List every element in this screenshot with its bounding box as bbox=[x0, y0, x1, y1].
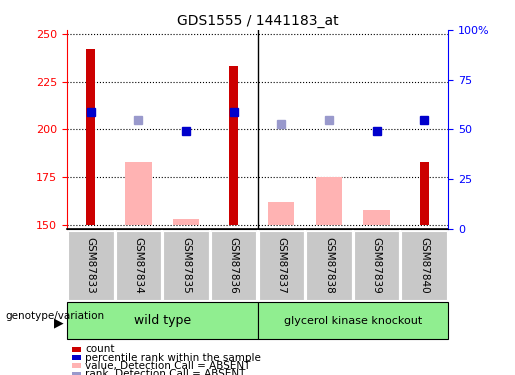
Text: GSM87834: GSM87834 bbox=[133, 237, 143, 294]
Text: GSM87833: GSM87833 bbox=[86, 237, 96, 294]
Text: rank, Detection Call = ABSENT: rank, Detection Call = ABSENT bbox=[85, 369, 245, 375]
Text: GSM87837: GSM87837 bbox=[277, 237, 286, 294]
Text: genotype/variation: genotype/variation bbox=[5, 311, 104, 321]
Bar bbox=[420, 162, 428, 225]
Text: ▶: ▶ bbox=[55, 316, 64, 329]
Text: GSM87838: GSM87838 bbox=[324, 237, 334, 294]
Text: wild type: wild type bbox=[134, 314, 191, 327]
Text: glycerol kinase knockout: glycerol kinase knockout bbox=[284, 316, 422, 326]
Text: GSM87839: GSM87839 bbox=[372, 237, 382, 294]
Bar bbox=[87, 49, 95, 225]
Title: GDS1555 / 1441183_at: GDS1555 / 1441183_at bbox=[177, 13, 338, 28]
Bar bbox=[229, 66, 238, 225]
Text: percentile rank within the sample: percentile rank within the sample bbox=[85, 353, 261, 363]
Text: GSM87836: GSM87836 bbox=[229, 237, 238, 294]
Bar bbox=[125, 162, 151, 225]
Bar bbox=[364, 210, 390, 225]
Text: GSM87835: GSM87835 bbox=[181, 237, 191, 294]
Text: GSM87840: GSM87840 bbox=[419, 237, 429, 294]
Bar bbox=[173, 219, 199, 225]
Text: value, Detection Call = ABSENT: value, Detection Call = ABSENT bbox=[85, 361, 250, 371]
Bar bbox=[268, 202, 295, 225]
Bar bbox=[316, 177, 342, 225]
Text: count: count bbox=[85, 345, 114, 354]
